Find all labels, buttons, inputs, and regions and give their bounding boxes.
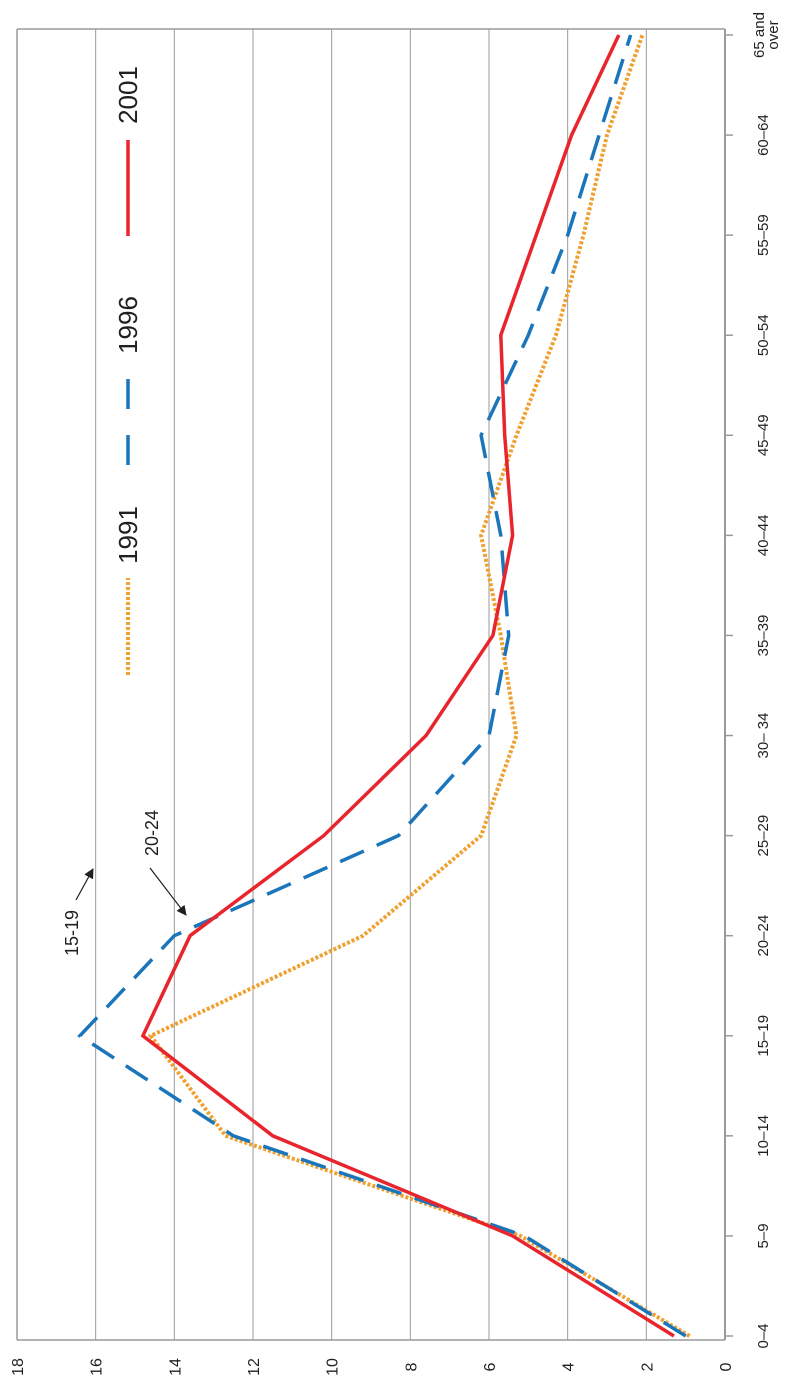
category-tick-label: 45–49	[755, 414, 772, 456]
legend: 1991 1996 2001	[113, 66, 143, 675]
series-line-1996	[77, 34, 687, 1338]
value-tick-label: 0	[718, 1362, 735, 1371]
category-label-line: 65 and	[751, 12, 768, 58]
value-tick-label: 12	[246, 1358, 263, 1376]
category-label-line: 5–9	[755, 1223, 772, 1248]
category-tick-label: 20–24	[755, 915, 772, 957]
category-tick-label: 30– 34	[755, 713, 772, 759]
category-label-line: over	[765, 20, 782, 49]
value-tick-label: 16	[89, 1358, 106, 1376]
series-line-1991	[147, 34, 691, 1338]
category-tick-label: 50–54	[755, 314, 772, 356]
category-label-line: 30– 34	[755, 713, 772, 759]
legend-label-1996: 1996	[113, 296, 143, 354]
value-tick-label: 10	[325, 1358, 342, 1376]
value-tick-label: 18	[10, 1358, 27, 1376]
value-tick-label: 4	[561, 1362, 578, 1371]
category-tick-label: 15–19	[755, 1015, 772, 1057]
annotation-arrow	[75, 868, 94, 901]
category-label-line: 60–64	[755, 114, 772, 156]
value-tick-label: 8	[403, 1362, 420, 1371]
category-label-line: 15–19	[755, 1015, 772, 1057]
annotation-arrow	[149, 867, 187, 916]
value-tick-label: 6	[482, 1362, 499, 1371]
category-tick-label: 10–14	[755, 1115, 772, 1157]
category-tick-label: 60–64	[755, 114, 772, 156]
category-label-line: 45–49	[755, 414, 772, 456]
annotation-label: 15-19	[62, 910, 82, 956]
category-label-line: 20–24	[755, 915, 772, 957]
category-tick-label: 40–44	[755, 515, 772, 557]
legend-label-1991: 1991	[113, 506, 143, 564]
category-label-line: 40–44	[755, 515, 772, 557]
category-tick-label: 65 andover	[751, 12, 782, 58]
gridlines	[95, 29, 647, 1340]
category-tick-label: 55–59	[755, 214, 772, 256]
category-label-line: 55–59	[755, 214, 772, 256]
category-tick-label: 25–29	[755, 815, 772, 857]
category-tick-label: 5–9	[755, 1223, 772, 1248]
axes: 0 2 4 6 8 10 12 14 16 18 0–4 5–9 10–14 15–19 20–24 25–2…	[10, 12, 782, 1376]
category-label-line: 25–29	[755, 815, 772, 857]
category-label-line: 50–54	[755, 314, 772, 356]
series-lines	[77, 34, 691, 1338]
value-tick-label: 2	[639, 1362, 656, 1371]
category-label-line: 10–14	[755, 1115, 772, 1157]
category-tick-label: 35–39	[755, 615, 772, 657]
annotation-label: 20-24	[142, 810, 162, 856]
category-tick-label: 0–4	[755, 1323, 772, 1348]
category-label-line: 0–4	[755, 1323, 772, 1348]
annotations: 15-19 20-24	[62, 810, 187, 956]
series-line-2001	[140, 34, 675, 1338]
category-label-line: 35–39	[755, 615, 772, 657]
value-tick-label: 14	[167, 1358, 184, 1376]
legend-label-2001: 2001	[113, 66, 143, 124]
